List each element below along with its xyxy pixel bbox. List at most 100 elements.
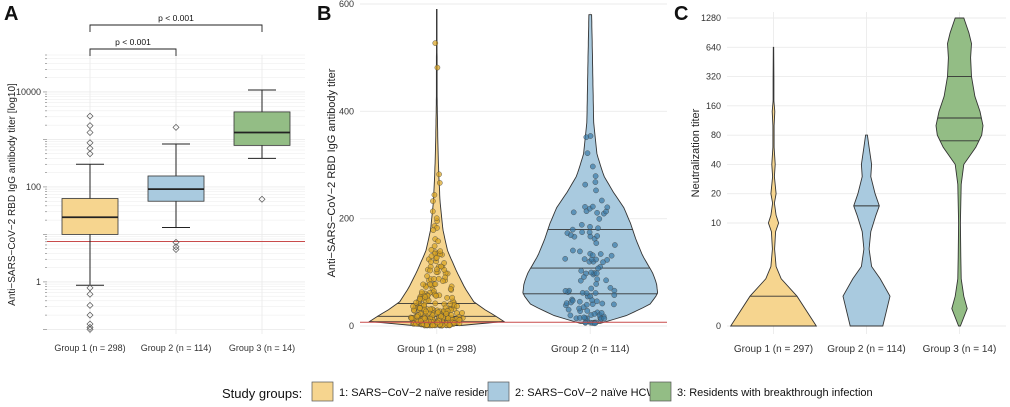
- data-point: [432, 281, 439, 288]
- data-point: [423, 322, 430, 328]
- data-point: [598, 310, 605, 316]
- data-point: [603, 277, 609, 284]
- outlier-point: [86, 150, 94, 158]
- data-point: [579, 221, 585, 228]
- data-point: [569, 297, 576, 304]
- y-tick-label: 400: [339, 106, 354, 116]
- data-point: [595, 265, 601, 272]
- data-point: [584, 150, 591, 156]
- y-tick-label: 40: [711, 159, 721, 169]
- data-point: [430, 198, 436, 204]
- panel-label-a: A: [4, 3, 18, 25]
- legend-label-2: 2: SARS−CoV−2 naïve HCWs: [515, 387, 663, 399]
- y-tick-label: 0: [349, 321, 354, 331]
- data-point: [591, 311, 598, 317]
- data-point: [420, 281, 426, 288]
- y-tick-label: 80: [711, 130, 721, 140]
- data-point: [592, 320, 598, 327]
- data-point: [436, 171, 442, 178]
- data-point: [459, 310, 465, 316]
- data-point: [592, 173, 599, 179]
- data-point: [410, 303, 416, 310]
- y-tick-label: 640: [706, 42, 721, 52]
- data-point: [428, 246, 435, 253]
- data-point: [570, 247, 576, 254]
- y-axis-label: Anti−SARS−CoV−2 RBD IgG antibody titer: [326, 68, 338, 277]
- data-point: [421, 302, 428, 308]
- outlier-point: [86, 320, 94, 328]
- data-point: [583, 134, 590, 140]
- y-tick-label: 0: [716, 321, 721, 331]
- data-point: [570, 209, 577, 216]
- data-point: [435, 309, 441, 316]
- data-point: [608, 252, 615, 259]
- data-point: [587, 223, 593, 230]
- data-point: [581, 314, 587, 321]
- data-point: [454, 303, 460, 310]
- data-point: [567, 312, 574, 319]
- data-point: [577, 298, 583, 305]
- data-point: [592, 179, 599, 185]
- data-point: [428, 253, 435, 260]
- data-point: [422, 294, 429, 300]
- y-tick-label: 200: [339, 214, 354, 224]
- outlier-point: [172, 238, 180, 246]
- x-tick-label: Group 2 (n = 114): [551, 344, 629, 355]
- data-point: [414, 313, 421, 320]
- data-point: [588, 269, 595, 276]
- violin-3: [935, 17, 984, 327]
- data-point: [596, 216, 603, 222]
- box-3: [233, 111, 291, 146]
- data-point: [593, 281, 600, 287]
- data-point: [565, 306, 572, 313]
- data-point: [446, 322, 453, 328]
- outlier-point: [86, 144, 94, 152]
- data-point: [582, 181, 589, 188]
- data-point: [430, 227, 437, 233]
- y-axis-label: Neutralization titer: [690, 108, 702, 197]
- panel-label-c: C: [674, 3, 688, 25]
- y-tick-label: 600: [339, 0, 354, 9]
- violin-2: [522, 14, 659, 324]
- y-tick-label: 1280: [701, 13, 721, 23]
- panel-c: C 0 10 20 40 80 160 320 640 1280 Group 1 (n = 297)…: [674, 3, 1006, 355]
- y-tick-label: 320: [706, 72, 721, 82]
- data-point: [586, 229, 593, 236]
- legend-swatch-1: [311, 381, 334, 402]
- data-point: [595, 225, 601, 231]
- data-point: [594, 276, 601, 283]
- data-point: [433, 266, 440, 273]
- data-point: [592, 290, 599, 296]
- legend-label-1: 1: SARS−CoV−2 naïve residents: [339, 387, 500, 399]
- data-point: [423, 308, 429, 315]
- outlier-point: [258, 195, 266, 203]
- data-point: [601, 315, 608, 322]
- significance-bracket: [89, 24, 263, 32]
- data-point: [599, 300, 606, 307]
- data-point: [581, 274, 587, 280]
- data-point: [594, 233, 601, 239]
- data-point: [417, 305, 423, 311]
- x-tick-label: Group 3 (n = 14): [923, 344, 997, 355]
- data-point: [425, 297, 432, 304]
- data-point: [438, 313, 444, 320]
- data-point: [437, 248, 444, 254]
- x-tick-label: Group 3 (n = 14): [229, 343, 295, 353]
- x-tick-label: Group 1 (n = 298): [397, 344, 476, 355]
- violin-1: [368, 8, 506, 326]
- data-point: [568, 232, 574, 238]
- data-point: [600, 259, 606, 266]
- p-value-label: p < 0.001: [115, 37, 151, 47]
- y-tick-label: 1: [36, 277, 41, 287]
- data-point: [432, 300, 439, 307]
- violin-1: [729, 46, 818, 327]
- data-point: [433, 293, 439, 299]
- violin-2: [842, 134, 891, 327]
- data-point: [447, 286, 454, 292]
- data-point: [445, 315, 452, 322]
- data-point: [436, 180, 443, 186]
- data-point: [438, 263, 444, 270]
- p-value-label: p < 0.001: [158, 13, 194, 23]
- data-point: [590, 163, 596, 170]
